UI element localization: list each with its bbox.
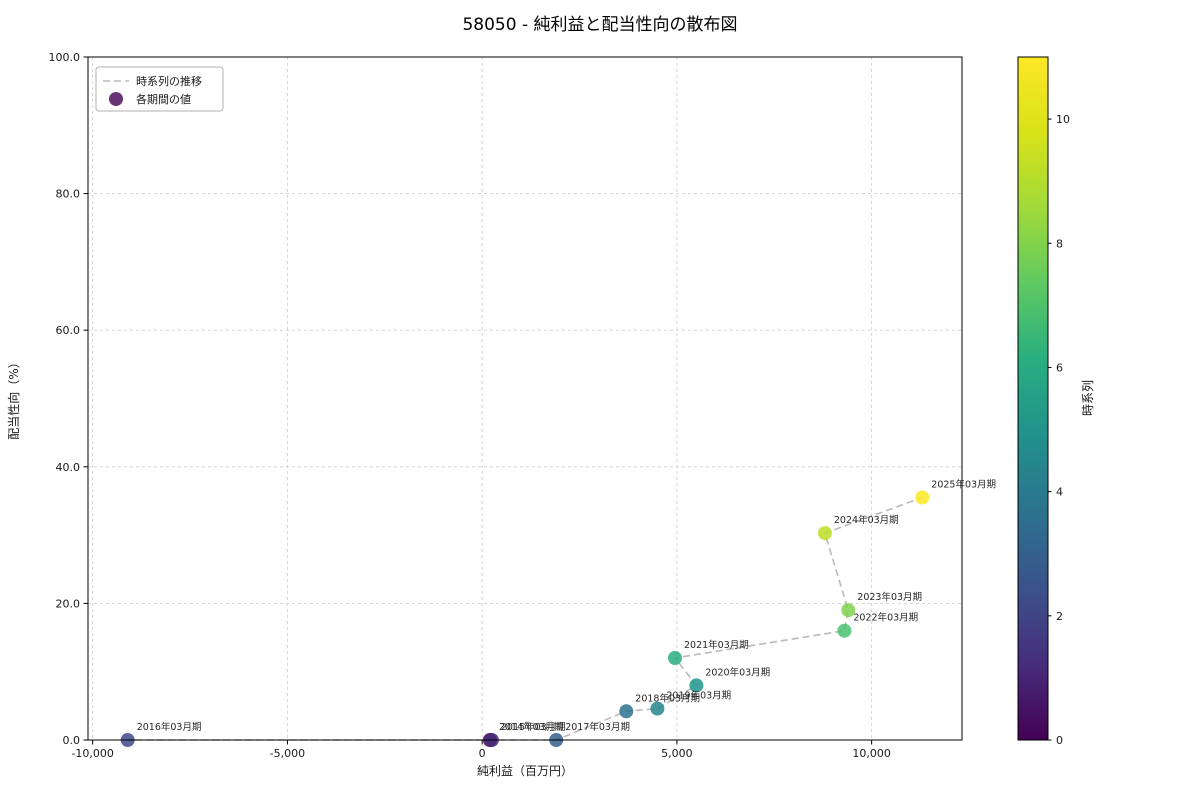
colorbar-tick-label: 0 <box>1056 734 1063 747</box>
axis-ticks: -10,000 -5,000 0 5,000 10,000 0.0 20.0 40.0 60.0… <box>49 51 891 760</box>
colorbar-ticks: 0 2 4 6 8 10 <box>1048 113 1070 747</box>
point-label: 2021年03月期 <box>684 639 749 651</box>
x-tick-label: 10,000 <box>852 747 891 760</box>
data-point <box>668 651 682 665</box>
data-points <box>120 490 930 747</box>
data-point <box>650 701 665 716</box>
data-point <box>817 526 832 541</box>
legend-label-points: 各期間の値 <box>136 92 191 106</box>
chart-title: 58050 - 純利益と配当性向の散布図 <box>462 15 737 35</box>
point-label: 2017年03月期 <box>565 721 630 733</box>
legend: 時系列の推移 各期間の値 <box>95 66 224 112</box>
colorbar-tick-label: 6 <box>1056 361 1063 374</box>
point-label: 2019年03月期 <box>666 690 731 702</box>
point-label: 2014年03月期 <box>499 721 564 733</box>
x-tick-label: -10,000 <box>71 747 113 760</box>
legend-label-line: 時系列の推移 <box>136 74 202 88</box>
data-point <box>619 704 634 719</box>
point-label: 2023年03月期 <box>857 591 922 603</box>
grid-lines <box>88 56 962 741</box>
legend-dot-marker <box>109 92 123 106</box>
colorbar-tick-label: 8 <box>1056 237 1063 250</box>
y-tick-label: 60.0 <box>56 324 81 337</box>
data-point <box>915 490 930 505</box>
point-label: 2022年03月期 <box>853 612 918 624</box>
y-tick-label: 80.0 <box>56 188 81 201</box>
point-label: 2024年03月期 <box>834 514 899 526</box>
data-point <box>837 623 852 638</box>
x-tick-label: -5,000 <box>270 747 305 760</box>
data-point <box>689 678 704 693</box>
colorbar-tick-label: 2 <box>1056 610 1063 623</box>
time-series-line <box>127 496 923 741</box>
y-tick-label: 0.0 <box>63 734 81 747</box>
y-tick-label: 20.0 <box>56 597 81 610</box>
point-label: 2020年03月期 <box>705 666 770 678</box>
colorbar-gradient <box>1018 57 1048 740</box>
colorbar-tick-label: 4 <box>1056 486 1063 499</box>
colorbar-label: 時系列 <box>1081 380 1095 416</box>
legend-box <box>95 66 224 112</box>
point-label: 2015年03月期 <box>501 721 566 733</box>
y-tick-label: 40.0 <box>56 461 81 474</box>
y-tick-label: 100.0 <box>49 51 81 64</box>
point-label: 2016年03月期 <box>137 721 202 733</box>
plot-border <box>87 56 963 741</box>
y-axis-label: 配当性向（%） <box>6 356 21 439</box>
colorbar: 0 2 4 6 8 10 時系列 <box>1017 56 1095 747</box>
colorbar-border <box>1017 56 1049 741</box>
point-label: 2018年03月期 <box>635 692 700 704</box>
colorbar-tick-label: 10 <box>1056 113 1070 126</box>
point-label: 2025年03月期 <box>931 479 996 491</box>
time-series-path <box>127 496 923 741</box>
data-point <box>841 603 856 618</box>
x-axis-label: 純利益（百万円） <box>477 764 573 778</box>
x-tick-label: 5,000 <box>661 747 693 760</box>
x-tick-label: 0 <box>479 747 486 760</box>
